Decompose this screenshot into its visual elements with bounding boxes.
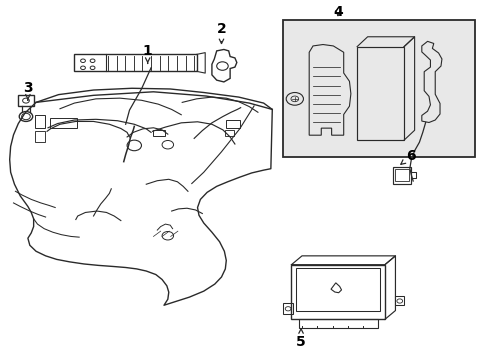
Bar xyxy=(298,319,377,328)
Bar xyxy=(296,268,379,311)
Bar xyxy=(392,167,410,184)
Bar xyxy=(225,130,233,136)
Bar xyxy=(282,303,293,314)
Bar xyxy=(35,131,45,142)
Bar xyxy=(74,54,196,71)
Text: 5: 5 xyxy=(296,329,305,348)
Bar xyxy=(226,120,239,128)
Bar xyxy=(291,265,384,319)
Bar xyxy=(35,116,45,128)
Bar xyxy=(395,170,408,181)
Bar xyxy=(18,95,34,106)
Text: 4: 4 xyxy=(332,5,342,19)
Bar xyxy=(153,130,165,136)
Bar xyxy=(356,47,403,140)
Bar xyxy=(282,20,473,157)
Text: 2: 2 xyxy=(216,22,226,44)
Text: 1: 1 xyxy=(142,44,152,63)
Text: 6: 6 xyxy=(400,149,415,165)
Bar xyxy=(395,296,403,305)
Text: 3: 3 xyxy=(23,81,33,100)
Bar xyxy=(50,118,77,128)
